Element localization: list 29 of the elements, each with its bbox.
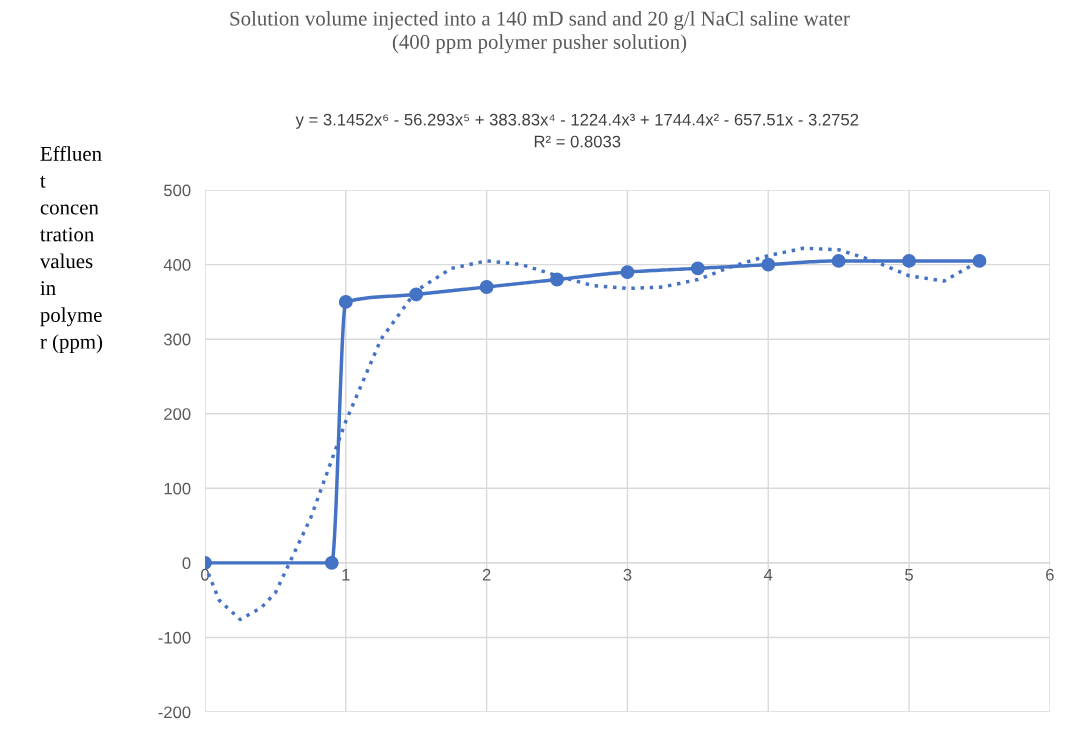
y-tick-label: 100 <box>164 482 191 495</box>
x-tick-label: 3 <box>623 568 632 581</box>
point <box>620 265 635 280</box>
point <box>409 287 424 302</box>
point <box>972 253 987 268</box>
chart-title: Solution volume injected into a 140 mD sand and 20 g/l NaCl saline water (400 ppm polymer pusher solution) <box>230 10 850 54</box>
x-tick-label: 5 <box>905 569 913 581</box>
text: R² = 0.8033 <box>534 135 621 148</box>
y-tick-label: 0 <box>182 557 191 570</box>
y-axis-title: Effluen t concen tration values in polyme r (ppm) <box>39 145 103 354</box>
point <box>902 253 917 268</box>
point <box>338 294 353 309</box>
y-tick-label: 300 <box>163 333 191 346</box>
point <box>550 272 564 287</box>
point <box>479 280 494 294</box>
y-tick-label: -100 <box>158 631 191 644</box>
x-tick-label: 6 <box>1046 568 1054 581</box>
x-tick-label: 4 <box>764 569 773 581</box>
y-tick-label: 500 <box>163 184 191 197</box>
y-tick-label: 200 <box>164 408 191 420</box>
y-tick-label: 400 <box>163 259 191 271</box>
point <box>761 257 776 272</box>
point <box>324 555 339 570</box>
x-tick-label: 2 <box>482 568 491 581</box>
x-tick-label: 1 <box>342 569 350 581</box>
point <box>690 261 705 276</box>
point <box>831 253 846 268</box>
y-tick-label: -200 <box>158 706 191 719</box>
text: y = 3.1452x⁶ - 56.293x⁵ + 383.83x⁴ - 1224.4x³ + 1744.4x² - 657.51x - 3.2752 <box>295 113 859 129</box>
